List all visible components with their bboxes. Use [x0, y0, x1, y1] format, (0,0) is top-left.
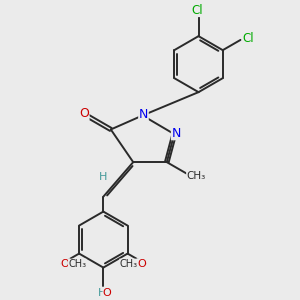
Text: O: O [103, 288, 111, 298]
Text: CH₃: CH₃ [187, 170, 206, 181]
Text: O: O [137, 259, 146, 269]
Text: N: N [171, 127, 181, 140]
Text: O: O [61, 259, 69, 269]
Text: Cl: Cl [242, 32, 254, 46]
Text: Cl: Cl [192, 4, 203, 16]
Text: H: H [98, 288, 106, 298]
Text: CH₃: CH₃ [68, 259, 86, 269]
Text: CH₃: CH₃ [119, 259, 138, 269]
Text: N: N [139, 108, 148, 121]
Text: H: H [99, 172, 107, 182]
Text: O: O [79, 107, 89, 120]
